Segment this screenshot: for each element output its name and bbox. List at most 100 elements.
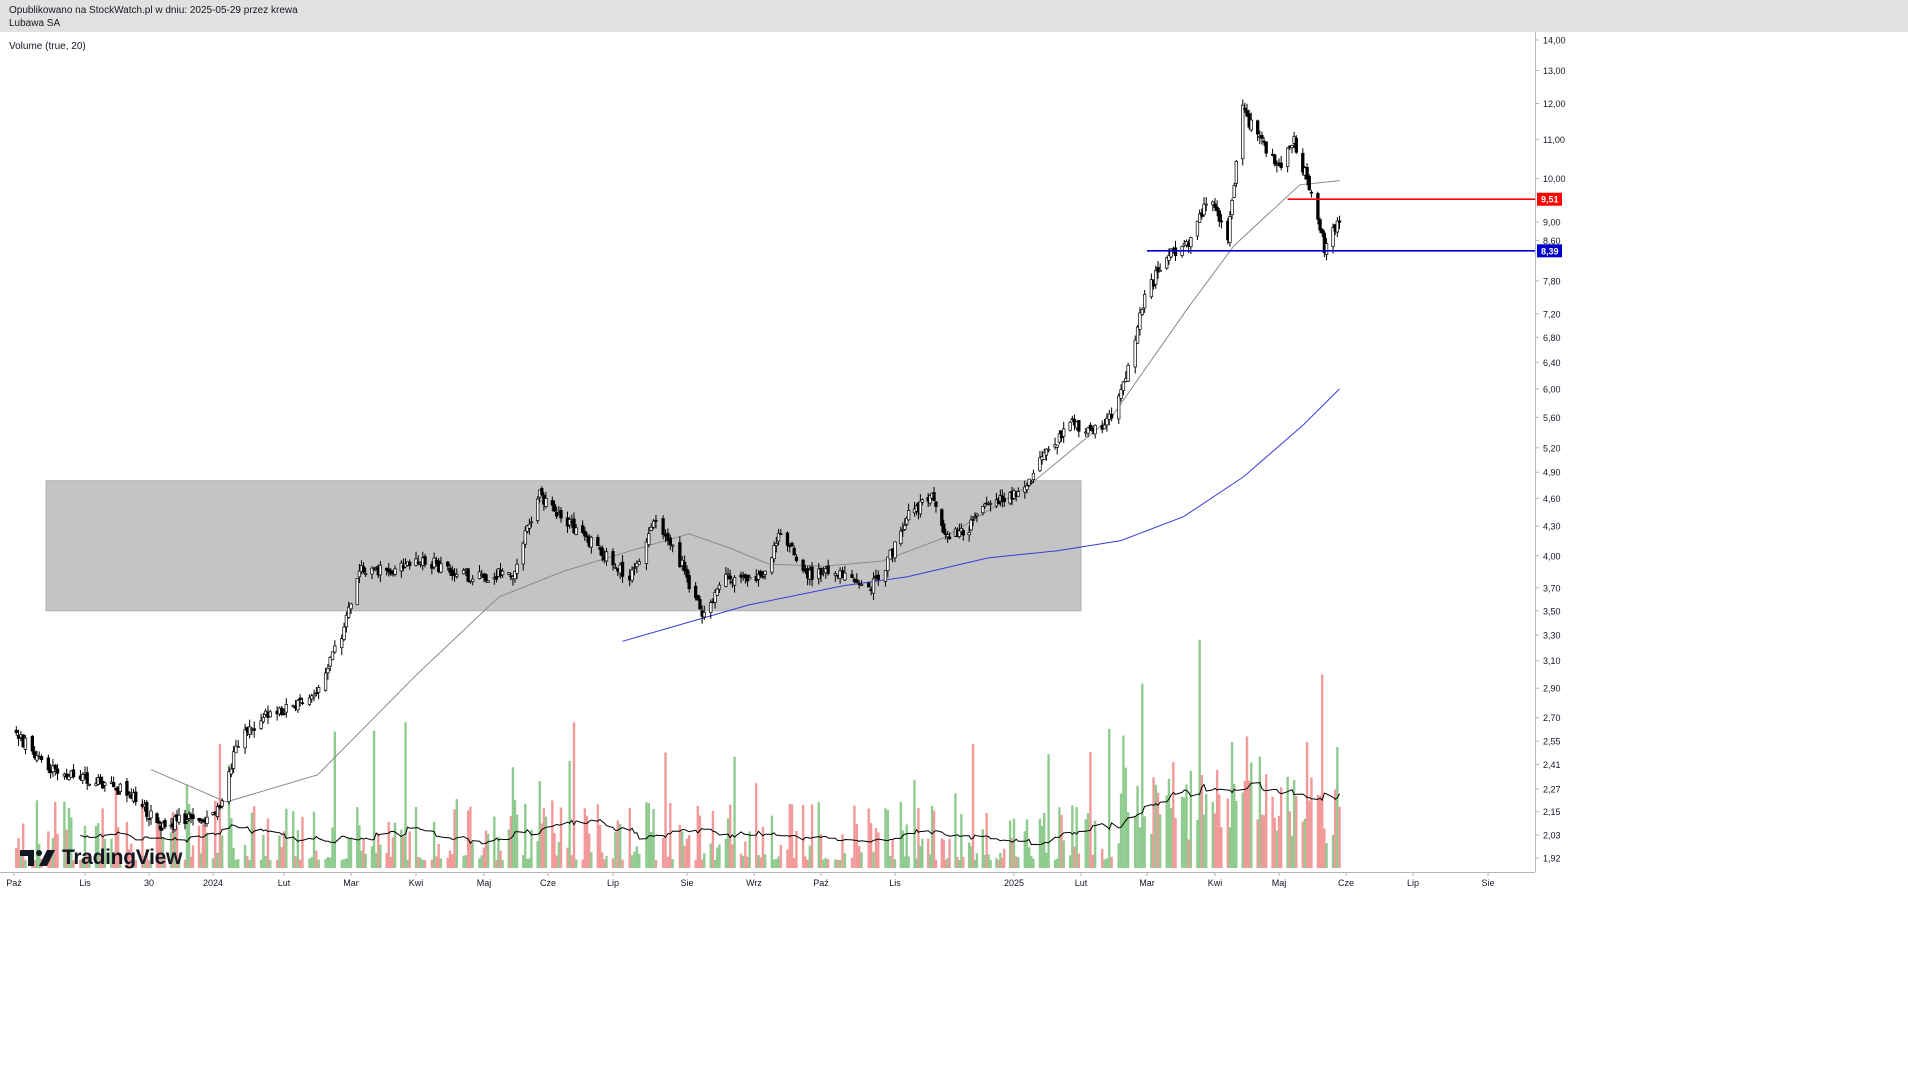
candle-body bbox=[523, 530, 527, 545]
volume-bar bbox=[1032, 858, 1035, 868]
candle bbox=[709, 599, 713, 619]
volume-bar bbox=[975, 853, 979, 868]
volume-bar bbox=[1047, 754, 1050, 868]
candle-body bbox=[928, 495, 932, 504]
volume-bar bbox=[958, 859, 961, 868]
candle bbox=[1275, 160, 1279, 173]
volume-bar bbox=[790, 804, 794, 868]
candle bbox=[907, 503, 911, 521]
candle-body bbox=[455, 574, 459, 577]
candle-body bbox=[698, 599, 702, 610]
volume-bar bbox=[855, 823, 859, 868]
candle-body bbox=[967, 532, 971, 536]
candle-body bbox=[801, 559, 805, 571]
volume-bar bbox=[538, 781, 541, 868]
resistance-price-label: 9,51 bbox=[1541, 195, 1559, 205]
candle bbox=[555, 506, 559, 520]
candle-body bbox=[1285, 147, 1290, 167]
price-tick-label: 2,41 bbox=[1543, 760, 1561, 770]
candle-body bbox=[173, 816, 177, 830]
candle-body bbox=[215, 806, 220, 817]
candle bbox=[227, 766, 231, 805]
candle-body bbox=[981, 506, 985, 514]
volume-bar bbox=[1265, 774, 1268, 868]
volume-bar bbox=[748, 831, 751, 868]
candle-body bbox=[1202, 203, 1206, 216]
time-tick-label: Sie bbox=[680, 878, 693, 888]
time-tick-label: Lut bbox=[1075, 878, 1088, 888]
candle-body bbox=[934, 501, 938, 507]
volume-bar bbox=[1256, 819, 1259, 868]
volume-bar bbox=[524, 803, 527, 868]
volume-bar bbox=[581, 859, 584, 868]
price-tick-label: 2,90 bbox=[1543, 684, 1561, 694]
candle bbox=[934, 501, 938, 513]
volume-bar bbox=[746, 856, 749, 868]
candle-body bbox=[312, 694, 316, 698]
candle bbox=[450, 565, 454, 581]
volume-bar bbox=[917, 807, 920, 868]
volume-bar bbox=[1003, 848, 1006, 868]
volume-bar bbox=[905, 824, 908, 868]
tradingview-logo[interactable]: TradingView bbox=[20, 845, 182, 871]
volume-bar bbox=[15, 847, 18, 868]
candle bbox=[408, 559, 412, 570]
volume-bar bbox=[726, 818, 730, 868]
volume-bar bbox=[1230, 741, 1234, 868]
volume-bar bbox=[806, 859, 809, 868]
volume-bar bbox=[1189, 770, 1193, 868]
candle bbox=[39, 754, 44, 763]
candle-body bbox=[728, 575, 732, 580]
candle bbox=[1016, 487, 1020, 497]
volume-bar bbox=[669, 803, 672, 868]
volume-bar bbox=[1226, 798, 1229, 868]
candle bbox=[876, 570, 880, 586]
candle-body bbox=[1109, 413, 1114, 419]
candle bbox=[1031, 469, 1036, 484]
volume-bar bbox=[819, 834, 823, 868]
volume-bar bbox=[666, 856, 670, 868]
candle bbox=[284, 698, 288, 718]
candle-body bbox=[1241, 104, 1245, 160]
volume-bar bbox=[1187, 839, 1190, 868]
volume-bar bbox=[103, 838, 107, 868]
volume-bar bbox=[1305, 741, 1309, 868]
volume-bar bbox=[1156, 792, 1160, 868]
candle bbox=[500, 568, 505, 579]
volume-bar bbox=[1260, 814, 1264, 868]
candle bbox=[1105, 413, 1109, 432]
volume-indicator-label[interactable]: Volume (true, 20) bbox=[9, 41, 86, 52]
volume-bar bbox=[17, 838, 20, 868]
volume-bar bbox=[779, 844, 782, 868]
candle-body bbox=[46, 757, 51, 771]
volume-bar bbox=[810, 804, 814, 868]
candle bbox=[118, 782, 122, 795]
candle-body bbox=[323, 672, 328, 691]
candle-body bbox=[521, 542, 525, 565]
time-tick-label: Sie bbox=[1481, 878, 1494, 888]
candle bbox=[523, 526, 527, 548]
candle bbox=[1243, 102, 1247, 113]
volume-bar bbox=[901, 830, 905, 868]
volume-bar bbox=[926, 838, 930, 868]
volume-bar bbox=[370, 846, 374, 868]
volume-bar bbox=[326, 857, 330, 868]
volume-bar bbox=[630, 855, 634, 868]
candle bbox=[1109, 407, 1114, 422]
candle-body bbox=[581, 525, 585, 533]
candle bbox=[1320, 228, 1324, 238]
candle-body bbox=[300, 702, 305, 704]
volume-bar bbox=[709, 843, 712, 868]
candle bbox=[509, 572, 513, 581]
volume-bar bbox=[379, 844, 382, 868]
candle-body bbox=[756, 573, 761, 580]
tradingview-icon bbox=[20, 850, 55, 866]
volume-bar bbox=[605, 855, 608, 868]
candle bbox=[1117, 393, 1121, 425]
candle bbox=[792, 545, 796, 556]
candle-body bbox=[191, 814, 195, 820]
candle bbox=[944, 528, 948, 540]
candle bbox=[940, 508, 944, 533]
volume-bar bbox=[1279, 787, 1283, 868]
